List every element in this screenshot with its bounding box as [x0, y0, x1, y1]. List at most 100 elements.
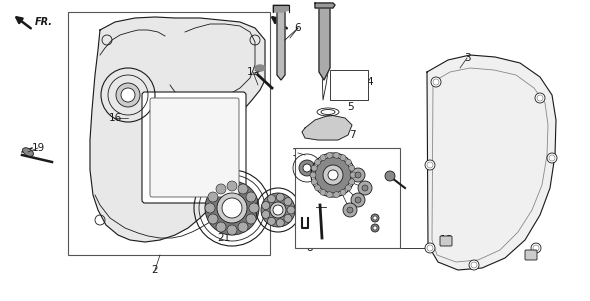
Circle shape	[287, 206, 295, 214]
Circle shape	[276, 193, 284, 201]
Circle shape	[205, 181, 259, 235]
Text: 19: 19	[31, 143, 45, 153]
Circle shape	[299, 160, 315, 176]
Text: 9: 9	[381, 183, 387, 193]
Bar	[68, 12, 270, 255]
FancyBboxPatch shape	[440, 236, 452, 246]
Circle shape	[469, 260, 479, 270]
Polygon shape	[427, 55, 556, 270]
Text: 4: 4	[367, 77, 373, 87]
Circle shape	[311, 179, 317, 185]
Circle shape	[246, 214, 256, 224]
Circle shape	[373, 216, 377, 220]
Circle shape	[249, 203, 259, 213]
Text: FR.: FR.	[35, 17, 53, 27]
Circle shape	[351, 193, 365, 207]
Circle shape	[385, 171, 395, 181]
Circle shape	[320, 189, 326, 195]
Circle shape	[333, 192, 339, 198]
Text: 6: 6	[294, 23, 301, 33]
Text: 13: 13	[247, 67, 260, 77]
Text: 12: 12	[384, 170, 396, 180]
Circle shape	[315, 157, 351, 193]
Text: 20: 20	[266, 213, 278, 223]
Circle shape	[371, 214, 379, 222]
Circle shape	[303, 164, 311, 172]
Circle shape	[358, 181, 372, 195]
Circle shape	[246, 192, 256, 202]
Circle shape	[261, 193, 295, 227]
Circle shape	[208, 214, 218, 224]
Ellipse shape	[22, 148, 34, 156]
Text: 9: 9	[352, 220, 358, 230]
Text: 7: 7	[349, 130, 355, 140]
Circle shape	[340, 155, 346, 161]
Circle shape	[347, 207, 353, 213]
Circle shape	[349, 179, 355, 185]
Circle shape	[349, 165, 355, 171]
Polygon shape	[273, 5, 289, 12]
Polygon shape	[277, 8, 285, 80]
Circle shape	[262, 210, 270, 219]
Circle shape	[238, 184, 248, 194]
Circle shape	[238, 222, 248, 232]
Circle shape	[362, 185, 368, 191]
Ellipse shape	[255, 65, 265, 71]
Circle shape	[355, 172, 361, 178]
Circle shape	[345, 185, 351, 191]
Circle shape	[273, 205, 283, 215]
Polygon shape	[319, 4, 330, 80]
Circle shape	[333, 152, 339, 158]
Circle shape	[284, 198, 292, 206]
Circle shape	[326, 152, 333, 158]
Circle shape	[345, 159, 351, 165]
Circle shape	[217, 193, 247, 223]
Text: 5: 5	[347, 102, 353, 112]
Circle shape	[431, 77, 441, 87]
Circle shape	[547, 153, 557, 163]
Circle shape	[314, 185, 321, 191]
FancyBboxPatch shape	[142, 92, 246, 203]
Text: 3: 3	[464, 53, 470, 63]
Circle shape	[425, 160, 435, 170]
Circle shape	[276, 219, 284, 227]
Bar	[330, 70, 368, 100]
Text: 8: 8	[307, 243, 313, 253]
Circle shape	[371, 224, 379, 232]
FancyBboxPatch shape	[150, 98, 239, 197]
Text: 11: 11	[342, 157, 355, 167]
Circle shape	[267, 217, 276, 225]
Text: 18: 18	[525, 250, 537, 260]
Circle shape	[222, 198, 242, 218]
Circle shape	[227, 225, 237, 235]
Circle shape	[310, 172, 316, 178]
Circle shape	[270, 202, 286, 218]
Circle shape	[116, 83, 140, 107]
Text: 21: 21	[217, 233, 231, 243]
Polygon shape	[302, 115, 352, 140]
Circle shape	[227, 181, 237, 191]
Circle shape	[343, 203, 357, 217]
Circle shape	[323, 165, 343, 185]
Text: 9: 9	[365, 205, 371, 215]
Circle shape	[216, 184, 226, 194]
Circle shape	[350, 172, 356, 178]
Circle shape	[355, 197, 361, 203]
Text: 2: 2	[152, 265, 158, 275]
Circle shape	[267, 195, 276, 203]
Circle shape	[425, 243, 435, 253]
Circle shape	[284, 214, 292, 222]
Circle shape	[531, 243, 541, 253]
Text: 11: 11	[309, 160, 323, 170]
Text: 17: 17	[291, 148, 304, 158]
Circle shape	[216, 222, 226, 232]
Circle shape	[328, 170, 338, 180]
Text: 10: 10	[313, 210, 326, 220]
Text: 16: 16	[109, 113, 122, 123]
Polygon shape	[315, 3, 335, 8]
Circle shape	[311, 165, 317, 171]
Circle shape	[121, 88, 135, 102]
Circle shape	[205, 203, 215, 213]
FancyBboxPatch shape	[525, 250, 537, 260]
Polygon shape	[90, 17, 265, 242]
